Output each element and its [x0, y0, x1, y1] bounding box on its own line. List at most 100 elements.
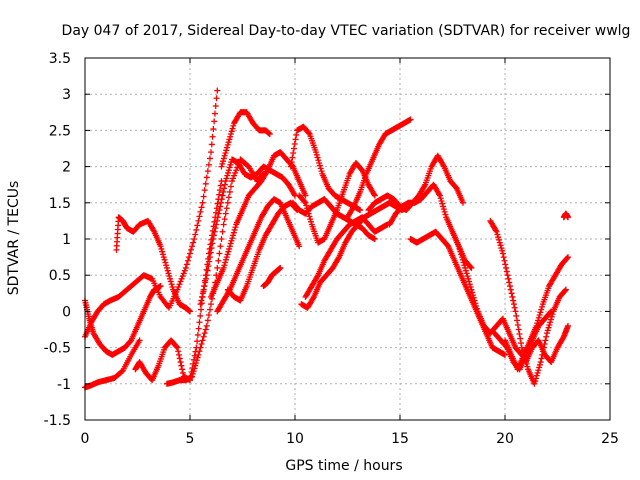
data-point	[223, 205, 230, 212]
data-point	[219, 192, 226, 199]
data-point	[197, 301, 204, 308]
data-point	[178, 362, 185, 369]
data-point	[222, 150, 229, 157]
data-point	[204, 168, 211, 175]
data-point	[158, 245, 165, 252]
data-point	[216, 250, 223, 257]
data-point	[371, 236, 378, 242]
data-point	[463, 270, 470, 277]
data-point	[222, 178, 229, 185]
x-axis-label: GPS time / hours	[285, 458, 402, 474]
data-point	[198, 306, 205, 313]
data-point	[510, 301, 517, 308]
data-point	[181, 267, 188, 274]
data-point	[216, 187, 223, 194]
series-arc18	[344, 116, 414, 221]
data-point	[157, 243, 164, 250]
data-point	[192, 231, 199, 238]
data-point	[438, 197, 445, 204]
data-point	[505, 275, 512, 282]
data-point	[314, 154, 321, 161]
data-point	[213, 95, 220, 102]
data-point	[226, 245, 233, 252]
data-point	[564, 255, 571, 262]
data-point	[547, 309, 554, 316]
data-point	[200, 193, 207, 200]
data-point	[459, 256, 466, 263]
data-point	[193, 359, 200, 366]
data-point	[226, 243, 233, 250]
data-point	[202, 326, 209, 333]
data-point	[225, 169, 232, 176]
data-point	[201, 330, 208, 337]
x-tick-label: 0	[81, 431, 90, 447]
data-point	[460, 199, 466, 206]
data-point	[292, 136, 299, 143]
data-point	[205, 312, 212, 319]
data-point	[205, 161, 212, 168]
data-point	[535, 317, 542, 324]
data-point	[206, 155, 213, 162]
data-point	[221, 152, 228, 159]
data-point	[513, 312, 520, 319]
y-axis-label: SDTVAR / TECUs	[6, 181, 22, 296]
data-point	[502, 261, 509, 268]
data-point	[277, 264, 284, 271]
data-point	[225, 139, 232, 146]
data-point	[204, 267, 211, 274]
data-point	[508, 290, 515, 297]
data-point	[214, 87, 221, 94]
series-arc4	[113, 214, 193, 315]
data-point	[221, 185, 228, 192]
data-point	[194, 331, 201, 338]
data-point	[180, 270, 187, 277]
data-point	[467, 264, 474, 271]
series-arc6	[163, 156, 267, 387]
data-point	[232, 224, 239, 231]
data-point	[190, 368, 197, 375]
data-point	[538, 355, 545, 362]
data-point	[538, 306, 545, 313]
data-point	[229, 178, 235, 185]
data-point	[302, 192, 309, 199]
series-arc13	[287, 123, 364, 214]
data-point	[179, 369, 186, 376]
data-point	[436, 192, 443, 199]
data-point	[460, 259, 467, 266]
data-point	[512, 308, 519, 315]
data-point	[187, 308, 193, 315]
data-point	[223, 175, 230, 182]
data-point	[514, 317, 521, 324]
data-point	[535, 314, 542, 321]
data-point	[518, 340, 525, 347]
data-point	[163, 262, 170, 269]
data-point	[188, 246, 195, 253]
data-point	[208, 141, 215, 148]
data-point	[495, 236, 502, 243]
data-point	[499, 250, 506, 257]
series-arc1	[82, 337, 143, 391]
data-point	[548, 313, 555, 320]
series-arc27	[560, 210, 571, 221]
data-point	[209, 133, 216, 140]
data-point	[226, 188, 233, 195]
data-point	[469, 289, 476, 296]
data-point	[266, 131, 273, 138]
data-point	[214, 214, 221, 221]
y-tick-label: -1.5	[44, 413, 71, 429]
data-point	[440, 206, 447, 213]
data-point	[494, 231, 501, 238]
data-point	[462, 264, 469, 271]
data-point	[162, 259, 169, 266]
data-point	[313, 151, 320, 158]
data-point	[190, 239, 197, 246]
data-point	[532, 375, 539, 382]
data-point	[539, 303, 546, 310]
data-point	[462, 267, 469, 274]
y-tick-label: 3	[62, 87, 71, 103]
data-point	[291, 140, 298, 147]
data-point	[211, 118, 218, 125]
data-point	[534, 369, 541, 376]
data-point	[518, 344, 525, 351]
data-point	[468, 264, 475, 271]
